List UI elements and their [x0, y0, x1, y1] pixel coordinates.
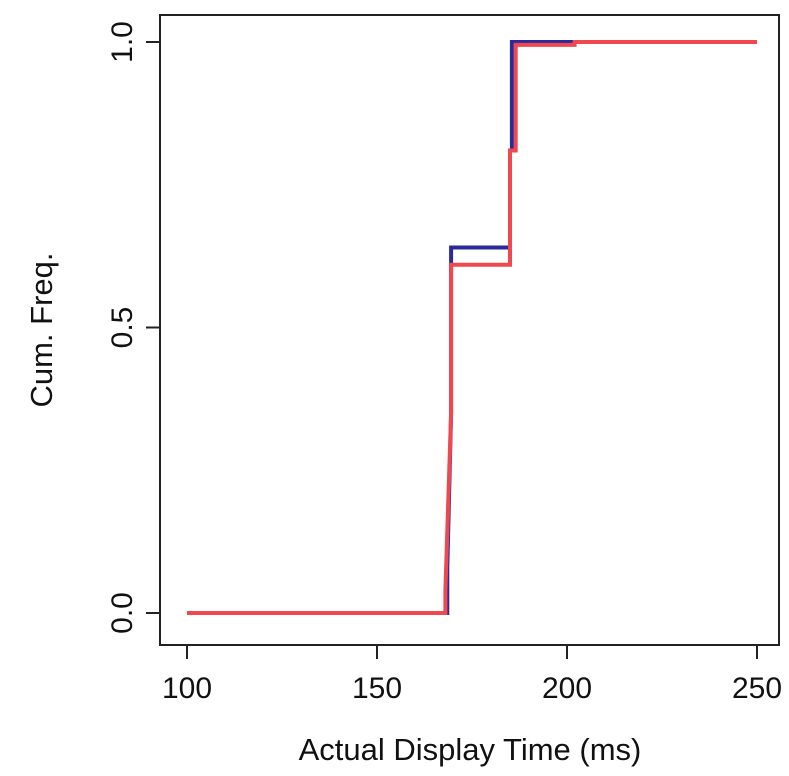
- x-tick-label-2: 200: [542, 672, 592, 705]
- y-axis-title: Cum. Freq.: [24, 252, 59, 407]
- y-tick-label-2: 1.0: [106, 21, 139, 63]
- x-axis-title: Actual Display Time (ms): [299, 732, 642, 767]
- x-axis: 100 150 200 250: [162, 645, 782, 705]
- plot-area-frame: [159, 14, 780, 646]
- series-layer: [187, 40, 757, 615]
- y-tick-label-0: 0.0: [106, 592, 139, 634]
- x-tick-label-0: 100: [162, 672, 212, 705]
- x-tick-label-3: 250: [732, 672, 782, 705]
- series-line-0: [187, 40, 757, 615]
- y-tick-label-1: 0.5: [106, 307, 139, 349]
- x-tick-label-1: 150: [352, 672, 402, 705]
- series-line-1: [187, 40, 757, 615]
- y-axis: 0.0 0.5 1.0: [106, 21, 160, 634]
